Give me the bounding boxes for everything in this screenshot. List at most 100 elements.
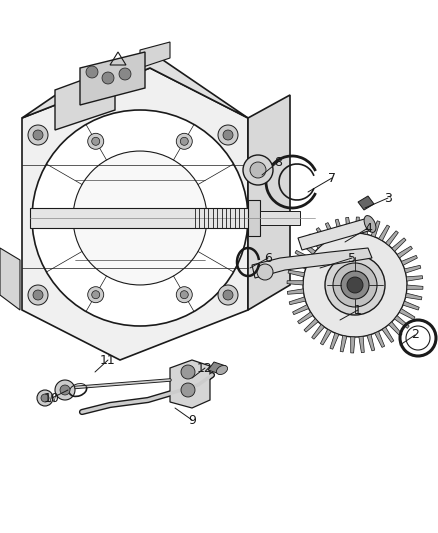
Polygon shape: [287, 289, 304, 294]
Text: 2: 2: [411, 328, 419, 342]
Polygon shape: [397, 246, 413, 258]
Circle shape: [333, 263, 377, 307]
Polygon shape: [295, 251, 311, 261]
Circle shape: [176, 287, 192, 303]
Circle shape: [55, 380, 75, 400]
Circle shape: [218, 125, 238, 145]
Circle shape: [32, 110, 248, 326]
Text: 10: 10: [44, 392, 60, 405]
Circle shape: [176, 133, 192, 149]
Polygon shape: [385, 231, 398, 246]
Circle shape: [33, 290, 43, 300]
Polygon shape: [0, 248, 20, 310]
Circle shape: [181, 383, 195, 397]
Circle shape: [257, 264, 273, 280]
Circle shape: [347, 277, 363, 293]
Circle shape: [41, 394, 49, 402]
Polygon shape: [248, 200, 260, 236]
Circle shape: [102, 72, 114, 84]
Polygon shape: [320, 329, 332, 345]
Polygon shape: [55, 68, 115, 130]
Polygon shape: [293, 305, 309, 314]
Polygon shape: [252, 248, 372, 278]
Polygon shape: [140, 42, 170, 68]
Polygon shape: [359, 336, 364, 353]
Polygon shape: [403, 301, 419, 310]
Polygon shape: [399, 309, 415, 320]
Polygon shape: [378, 225, 390, 241]
Circle shape: [86, 66, 98, 78]
Polygon shape: [170, 360, 210, 408]
Polygon shape: [351, 337, 355, 353]
Circle shape: [250, 162, 266, 178]
Polygon shape: [406, 276, 423, 281]
Circle shape: [341, 271, 369, 299]
Circle shape: [180, 138, 188, 146]
Polygon shape: [22, 58, 248, 118]
Polygon shape: [30, 208, 255, 228]
Polygon shape: [22, 68, 248, 360]
Ellipse shape: [216, 366, 228, 375]
Text: 7: 7: [328, 172, 336, 184]
Polygon shape: [355, 217, 359, 233]
Polygon shape: [287, 281, 303, 285]
Polygon shape: [389, 322, 402, 336]
Polygon shape: [80, 52, 145, 105]
Circle shape: [60, 385, 70, 395]
Circle shape: [88, 133, 104, 149]
Polygon shape: [371, 221, 380, 237]
Circle shape: [43, 210, 60, 226]
Circle shape: [225, 214, 233, 222]
Ellipse shape: [364, 215, 376, 232]
Circle shape: [218, 285, 238, 305]
Circle shape: [223, 130, 233, 140]
Text: 9: 9: [188, 414, 196, 426]
Circle shape: [303, 233, 407, 337]
Polygon shape: [392, 238, 406, 252]
Text: 8: 8: [274, 156, 282, 168]
Polygon shape: [340, 335, 347, 352]
Polygon shape: [308, 234, 321, 248]
Circle shape: [223, 290, 233, 300]
Circle shape: [28, 285, 48, 305]
Polygon shape: [394, 316, 409, 328]
Circle shape: [325, 255, 385, 315]
Polygon shape: [301, 241, 316, 254]
Polygon shape: [304, 319, 318, 332]
Circle shape: [28, 125, 48, 145]
Circle shape: [88, 287, 104, 303]
Polygon shape: [407, 285, 423, 289]
Circle shape: [37, 390, 53, 406]
Polygon shape: [406, 293, 422, 300]
Polygon shape: [298, 218, 372, 250]
Circle shape: [181, 365, 195, 379]
Polygon shape: [335, 219, 343, 236]
Polygon shape: [288, 270, 304, 277]
Polygon shape: [382, 327, 394, 342]
Circle shape: [92, 290, 100, 298]
Circle shape: [47, 214, 56, 222]
Polygon shape: [401, 255, 417, 265]
Polygon shape: [289, 297, 306, 305]
Polygon shape: [358, 196, 374, 210]
Polygon shape: [346, 217, 351, 233]
Text: 12: 12: [197, 361, 213, 375]
Polygon shape: [404, 265, 421, 273]
Text: 6: 6: [264, 252, 272, 264]
Polygon shape: [367, 334, 375, 351]
Polygon shape: [312, 325, 325, 339]
Polygon shape: [330, 333, 339, 349]
Circle shape: [33, 130, 43, 140]
Polygon shape: [374, 332, 385, 348]
Text: 5: 5: [348, 252, 356, 264]
Polygon shape: [208, 362, 226, 374]
Polygon shape: [297, 312, 313, 324]
Polygon shape: [316, 228, 328, 243]
Polygon shape: [325, 223, 336, 239]
Circle shape: [119, 68, 131, 80]
Text: 4: 4: [364, 222, 372, 235]
Text: 11: 11: [100, 353, 116, 367]
Polygon shape: [291, 260, 307, 269]
Polygon shape: [260, 211, 300, 225]
Circle shape: [243, 155, 273, 185]
